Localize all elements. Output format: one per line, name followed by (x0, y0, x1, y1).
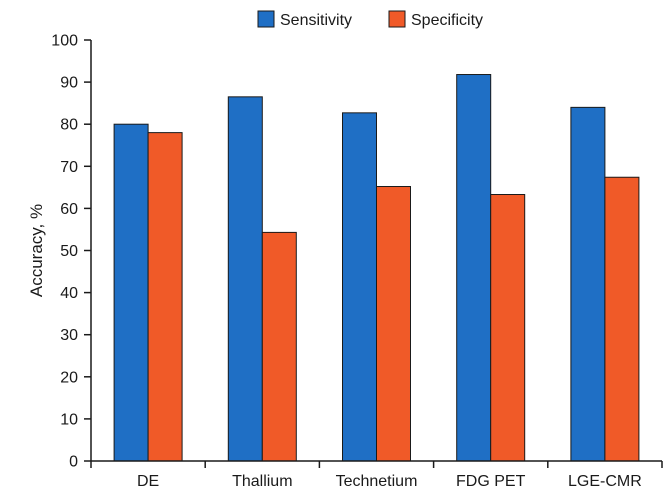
bar-specificity-thallium (261, 231, 297, 462)
y-tick-label: 30 (60, 327, 78, 344)
bar-sensitivity-lge-cmr (570, 106, 606, 462)
y-tick-label: 0 (69, 454, 78, 471)
bar-specificity-de (147, 132, 183, 462)
bar-sensitivity-thallium (227, 96, 263, 462)
x-tick-label: Technetium (336, 473, 418, 489)
bar-sensitivity-fdg-pet (456, 74, 492, 462)
y-tick-label: 50 (60, 243, 78, 260)
bar-sensitivity-technetium (342, 112, 377, 462)
bar-specificity-technetium (376, 186, 411, 462)
legend-label-sensitivity: Sensitivity (280, 12, 352, 29)
y-tick-label: 60 (60, 201, 78, 218)
x-tick-label: DE (137, 473, 159, 489)
y-axis-label: Accuracy, % (27, 204, 46, 297)
y-tick-label: 100 (51, 33, 78, 50)
bar-specificity-fdg-pet (490, 194, 526, 462)
legend-swatch-specificity (388, 10, 406, 28)
y-tick-label: 90 (60, 75, 78, 92)
bar-specificity-lge-cmr (604, 176, 640, 462)
legend-swatch-sensitivity (257, 10, 275, 28)
bar-sensitivity-de (113, 123, 149, 462)
y-tick-label: 70 (60, 159, 78, 176)
x-tick-label: LGE-CMR (568, 473, 642, 489)
x-ticks: DE Thallium Technetium FDG PET LGE-CMR (90, 461, 663, 489)
bars-layer (113, 74, 640, 462)
y-tick-label: 20 (60, 369, 78, 386)
legend-label-specificity: Specificity (411, 12, 483, 29)
x-tick-label: Thallium (232, 473, 292, 489)
y-ticks: 0 10 20 30 40 50 60 70 80 90 100 (51, 33, 91, 471)
y-tick-label: 10 (60, 411, 78, 428)
x-tick-label: FDG PET (456, 473, 526, 489)
y-tick-label: 40 (60, 285, 78, 302)
y-tick-label: 80 (60, 117, 78, 134)
legend: Sensitivity Specificity (257, 10, 483, 29)
